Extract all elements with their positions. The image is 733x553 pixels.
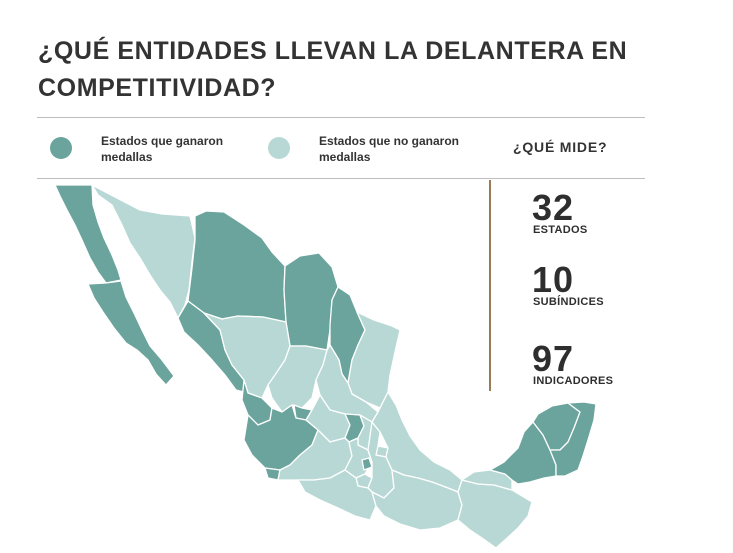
top-divider: [37, 117, 645, 118]
legend-medal-label: Estados que ganaron medallas: [101, 134, 224, 164]
state-baja-california-sur[interactable]: [87, 280, 175, 386]
legend-no-medal-label: Estados que no ganaron medallas: [319, 134, 460, 164]
state-chihuahua[interactable]: [187, 210, 287, 323]
stat-subindices-value: 10: [532, 259, 575, 300]
stat-indicadores-value: 97: [532, 338, 575, 379]
stat-subindices-label: SUBÍNDICES: [533, 296, 604, 308]
stats-divider: [489, 180, 491, 391]
bottom-divider: [37, 178, 645, 179]
legend-medal-swatch: [50, 137, 72, 159]
stat-indicadores-label: INDICADORES: [533, 375, 614, 387]
legend-no-medal-swatch: [268, 137, 290, 159]
stat-estados-label: ESTADOS: [533, 224, 588, 236]
state-quintana-roo[interactable]: [549, 401, 597, 477]
stat-estados-value: 32: [532, 187, 575, 228]
page-title: ¿QUÉ ENTIDADES LLEVAN LA DELANTERA EN CO…: [38, 37, 628, 102]
que-mide-heading: ¿QUÉ MIDE?: [513, 139, 608, 155]
state-chiapas[interactable]: [457, 479, 533, 549]
